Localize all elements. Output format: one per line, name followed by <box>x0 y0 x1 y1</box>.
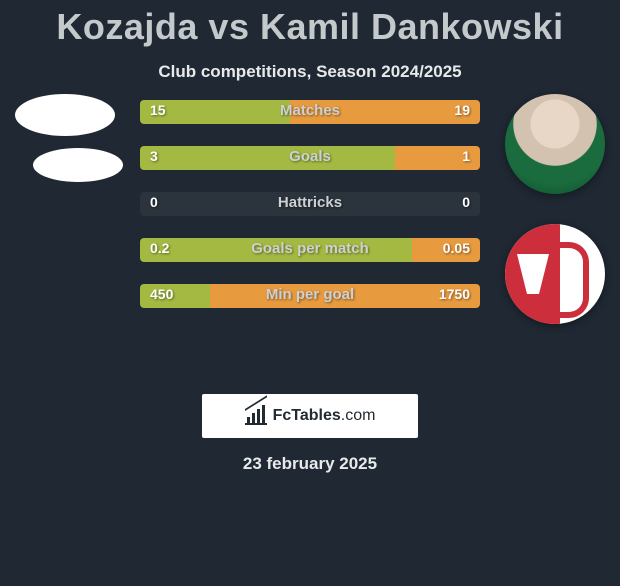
stat-bar-left-fill <box>140 238 412 262</box>
stat-bar-right-value: 0 <box>462 194 470 210</box>
right-club-badge <box>505 224 605 324</box>
left-player-avatar-placeholder <box>15 94 115 136</box>
stat-bar-left-value: 450 <box>150 286 173 302</box>
branding-badge: FcTables.com <box>202 394 418 438</box>
branding-logo-icon <box>245 407 267 425</box>
stat-bar-left-value: 15 <box>150 102 166 118</box>
stat-bar-label: Hattricks <box>140 194 480 211</box>
stat-bar-row: 4501750Min per goal <box>140 284 480 308</box>
stat-bar-row: 0 0Hattricks <box>140 192 480 216</box>
stat-bar-right-value: 0.05 <box>443 240 470 256</box>
branding-suffix: .com <box>341 407 376 424</box>
branding-name: FcTables <box>273 407 341 424</box>
stat-bar-row: 0.20.05Goals per match <box>140 238 480 262</box>
right-player-column <box>500 94 610 324</box>
subtitle: Club competitions, Season 2024/2025 <box>0 62 620 82</box>
comparison-content: 1519Matches31Goals00Hattricks0.20.05Goal… <box>0 100 620 360</box>
stat-bars-container: 1519Matches31Goals00Hattricks0.20.05Goal… <box>140 100 480 330</box>
stat-bar-left-fill <box>140 146 395 170</box>
stat-bar-right-value: 1 <box>462 148 470 164</box>
stat-bar-left-value: 0.2 <box>150 240 169 256</box>
left-club-badge-placeholder <box>33 148 123 182</box>
snapshot-date: 23 february 2025 <box>0 454 620 474</box>
stat-bar-left-value: 3 <box>150 148 158 164</box>
stat-bar-row: 1519Matches <box>140 100 480 124</box>
stat-bar-left-value: 0 <box>150 194 158 210</box>
left-player-column <box>5 94 125 194</box>
stat-bar-right-value: 19 <box>454 102 470 118</box>
stat-bar-row: 31Goals <box>140 146 480 170</box>
stat-bar-right-fill <box>290 100 480 124</box>
page-title: Kozajda vs Kamil Dankowski <box>0 6 620 48</box>
branding-text: FcTables.com <box>273 407 376 425</box>
right-player-avatar <box>505 94 605 194</box>
stat-bar-right-value: 1750 <box>439 286 470 302</box>
